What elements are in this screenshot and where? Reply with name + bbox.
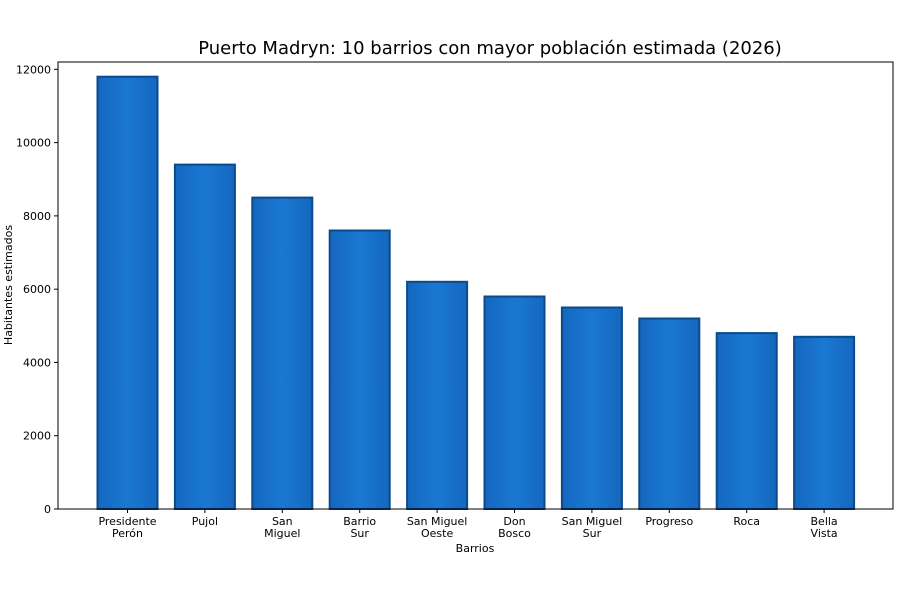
chart-title: Puerto Madryn: 10 barrios con mayor pobl… bbox=[198, 38, 782, 59]
bar-6 bbox=[560, 306, 623, 510]
x-tick-label: San Miguel bbox=[264, 515, 300, 540]
bar-9 bbox=[793, 335, 856, 510]
bar-0 bbox=[96, 75, 159, 510]
y-tick-label: 4000 bbox=[23, 356, 51, 369]
x-tick-label: San Miguel Sur bbox=[562, 515, 623, 540]
y-tick-label: 10000 bbox=[16, 137, 51, 150]
x-tick-label: Barrio Sur bbox=[343, 515, 376, 540]
bar-4 bbox=[406, 280, 469, 510]
y-tick-label: 0 bbox=[44, 503, 51, 516]
y-tick-label: 6000 bbox=[23, 283, 51, 296]
x-tick-label: San Miguel Oeste bbox=[407, 515, 468, 540]
x-tick-label: Bella Vista bbox=[811, 515, 838, 540]
bar-5 bbox=[483, 295, 546, 510]
x-tick-label: Don Bosco bbox=[498, 515, 531, 540]
bar-3 bbox=[328, 229, 391, 510]
bar-7 bbox=[638, 317, 701, 510]
y-tick-label: 8000 bbox=[23, 210, 51, 223]
y-axis: 0 2000 4000 6000 8000 10000 12000 bbox=[16, 63, 58, 516]
y-axis-title: Habitantes estimados bbox=[2, 225, 15, 345]
plot-frame bbox=[57, 61, 894, 510]
y-tick-label: 2000 bbox=[23, 430, 51, 443]
bars-group bbox=[96, 75, 856, 510]
bar-2 bbox=[251, 196, 314, 510]
x-axis-title: Barrios bbox=[456, 542, 495, 555]
y-tick-label: 12000 bbox=[16, 63, 51, 76]
x-axis: Presidente Perón Pujol San Miguel Barrio Sur Sa… bbox=[98, 509, 838, 540]
x-tick-label: Roca bbox=[733, 515, 760, 528]
bar-8 bbox=[715, 332, 778, 510]
x-tick-label: Presidente Perón bbox=[98, 515, 156, 540]
bar-1 bbox=[173, 163, 236, 510]
x-tick-label: Progreso bbox=[645, 515, 693, 528]
x-tick-label: Pujol bbox=[192, 515, 218, 528]
